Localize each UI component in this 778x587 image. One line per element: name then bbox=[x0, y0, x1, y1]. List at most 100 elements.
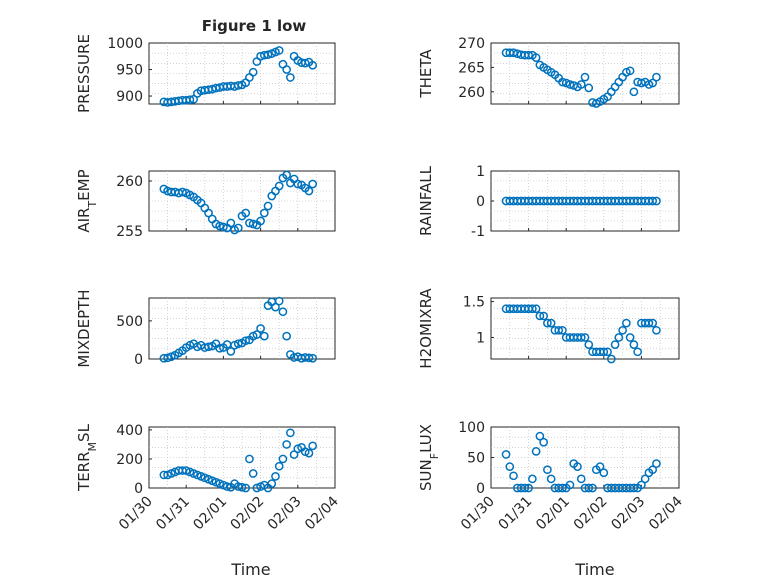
data-point bbox=[263, 50, 273, 60]
data-point bbox=[263, 201, 273, 211]
data-point bbox=[233, 81, 243, 90]
data-point bbox=[524, 483, 533, 493]
data-point bbox=[539, 311, 548, 321]
data-point bbox=[622, 318, 631, 328]
x-tick-label: 01/31 bbox=[153, 494, 193, 534]
data-point bbox=[215, 343, 225, 353]
data-point bbox=[278, 307, 288, 317]
y-tick-label: 1000 bbox=[107, 36, 143, 52]
data-point bbox=[222, 482, 232, 491]
data-point bbox=[163, 353, 172, 363]
x-tick-label: 02/02 bbox=[228, 494, 268, 534]
data-point bbox=[509, 471, 518, 481]
data-point bbox=[618, 325, 627, 335]
y-tick-label: 1 bbox=[476, 330, 485, 346]
x-tick-label: 02/04 bbox=[302, 493, 342, 533]
data-point bbox=[308, 179, 318, 189]
x-tick-label: 02/03 bbox=[608, 494, 648, 534]
data-point bbox=[204, 342, 213, 352]
data-point bbox=[237, 482, 247, 492]
x-axis-label-left: Time bbox=[230, 560, 270, 579]
y-tick-label: 50 bbox=[467, 451, 485, 467]
data-point bbox=[648, 78, 658, 88]
data-point bbox=[531, 53, 541, 62]
data-point bbox=[606, 354, 616, 364]
x-axis-label-right: Time bbox=[574, 560, 614, 579]
data-point bbox=[274, 181, 284, 191]
data-point bbox=[520, 483, 530, 493]
data-point bbox=[633, 347, 642, 357]
data-point bbox=[233, 339, 243, 349]
data-point bbox=[528, 304, 537, 314]
data-point bbox=[505, 462, 515, 471]
data-point bbox=[241, 483, 251, 493]
data-point bbox=[648, 196, 658, 206]
data-point bbox=[293, 179, 303, 189]
data-point bbox=[531, 304, 541, 314]
data-point bbox=[245, 454, 254, 464]
x-tick-label: 01/30 bbox=[458, 494, 498, 534]
data-point bbox=[546, 318, 556, 328]
data-point bbox=[278, 454, 288, 464]
y-tick-label: 950 bbox=[116, 63, 143, 79]
y-tick-label: 0 bbox=[476, 194, 485, 210]
subplot-3: 255 260 AIRTEMP bbox=[75, 169, 336, 240]
data-point bbox=[648, 318, 658, 328]
data-point bbox=[286, 428, 295, 438]
data-point bbox=[573, 462, 582, 471]
data-point bbox=[271, 302, 280, 312]
data-point bbox=[509, 48, 518, 58]
x-tick-label: 02/04 bbox=[646, 493, 686, 533]
data-point bbox=[599, 347, 609, 357]
data-point bbox=[614, 333, 624, 342]
y-tick-label: 260 bbox=[116, 174, 143, 190]
data-point bbox=[241, 208, 251, 218]
data-point bbox=[219, 222, 228, 232]
data-point bbox=[576, 333, 586, 342]
data-point bbox=[271, 472, 280, 481]
data-point bbox=[558, 483, 567, 493]
data-point bbox=[282, 331, 291, 341]
y-axis-label: AIRTEMP bbox=[75, 169, 99, 232]
data-point bbox=[304, 186, 314, 196]
data-point bbox=[576, 80, 586, 89]
data-point bbox=[308, 60, 318, 70]
y-tick-label: 400 bbox=[116, 423, 143, 439]
data-point bbox=[204, 208, 213, 218]
data-point bbox=[267, 479, 277, 488]
subplot-1: 900 950 1000 PRESSURE bbox=[75, 34, 336, 113]
data-point bbox=[282, 170, 291, 180]
y-axis-label: TERRMSL bbox=[75, 423, 99, 492]
data-point bbox=[524, 50, 533, 60]
data-point bbox=[644, 318, 654, 328]
data-point bbox=[308, 441, 318, 451]
data-point bbox=[178, 187, 187, 197]
data-point bbox=[274, 46, 284, 55]
data-point bbox=[259, 208, 269, 218]
data-point bbox=[501, 450, 511, 459]
subplot-2: 260 265 270 THETA bbox=[417, 36, 680, 108]
data-point bbox=[543, 465, 552, 475]
y-axis-label: THETA bbox=[417, 49, 435, 99]
data-point bbox=[580, 72, 590, 82]
data-point bbox=[565, 480, 575, 490]
y-tick-label: 255 bbox=[116, 224, 143, 240]
data-point bbox=[648, 465, 658, 475]
data-point bbox=[248, 219, 258, 229]
y-tick-label: 260 bbox=[458, 85, 485, 101]
data-point bbox=[595, 462, 605, 471]
data-point bbox=[640, 474, 650, 484]
y-tick-label: 0 bbox=[134, 481, 143, 497]
data-point bbox=[300, 58, 310, 68]
data-point bbox=[625, 333, 635, 342]
y-tick-label: -1 bbox=[471, 224, 485, 240]
y-axis-label: RAINFALL bbox=[417, 165, 435, 236]
y-tick-label: 270 bbox=[458, 36, 485, 52]
data-point bbox=[599, 468, 609, 478]
y-axis-label: PRESSURE bbox=[75, 34, 93, 113]
data-point bbox=[233, 223, 243, 233]
data-point bbox=[576, 474, 586, 484]
